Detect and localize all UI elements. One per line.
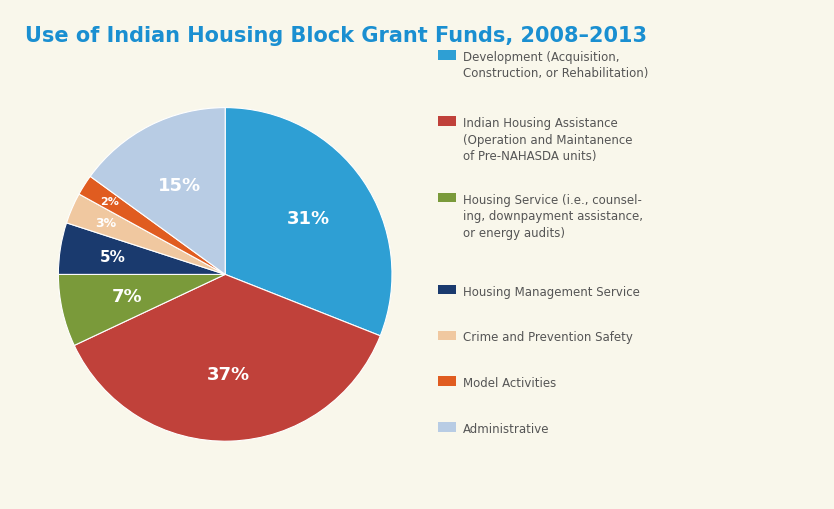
- Wedge shape: [58, 275, 225, 346]
- Text: Housing Service (i.e., counsel-
ing, downpayment assistance,
or energy audits): Housing Service (i.e., counsel- ing, dow…: [463, 193, 643, 239]
- Wedge shape: [58, 223, 225, 275]
- Text: Housing Management Service: Housing Management Service: [463, 285, 640, 298]
- Wedge shape: [79, 177, 225, 275]
- Text: Use of Indian Housing Block Grant Funds, 2008–2013: Use of Indian Housing Block Grant Funds,…: [25, 25, 647, 45]
- Text: 5%: 5%: [100, 250, 126, 265]
- Text: 31%: 31%: [286, 210, 329, 228]
- Text: 3%: 3%: [95, 217, 116, 230]
- Wedge shape: [67, 194, 225, 275]
- Wedge shape: [90, 108, 225, 275]
- Text: 7%: 7%: [113, 288, 143, 305]
- Text: 2%: 2%: [100, 196, 119, 207]
- Text: Development (Acquisition,
Construction, or Rehabilitation): Development (Acquisition, Construction, …: [463, 51, 648, 80]
- Text: Crime and Prevention Safety: Crime and Prevention Safety: [463, 331, 633, 344]
- Text: Administrative: Administrative: [463, 422, 550, 435]
- Wedge shape: [225, 108, 392, 336]
- Text: 37%: 37%: [207, 365, 250, 384]
- Text: Model Activities: Model Activities: [463, 377, 556, 389]
- Text: 15%: 15%: [158, 177, 201, 195]
- Wedge shape: [74, 275, 380, 441]
- Text: Indian Housing Assistance
(Operation and Maintanence
of Pre-NAHASDA units): Indian Housing Assistance (Operation and…: [463, 117, 632, 163]
